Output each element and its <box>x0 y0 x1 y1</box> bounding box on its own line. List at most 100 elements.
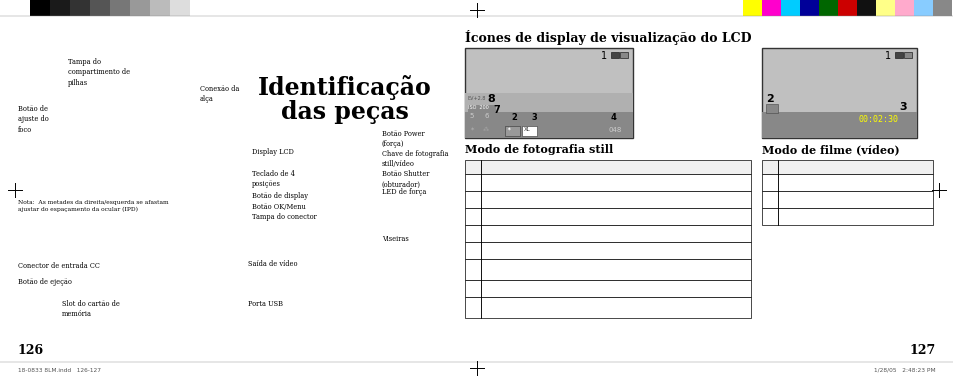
Bar <box>742 0 761 16</box>
Bar <box>130 0 150 16</box>
Text: 3: 3 <box>531 113 537 122</box>
Text: 8: 8 <box>486 94 495 104</box>
Bar <box>464 160 750 174</box>
Bar <box>464 297 750 318</box>
Text: EV+2.8: EV+2.8 <box>468 96 486 101</box>
Text: Indicador de carga das pilhas: Indicador de carga das pilhas <box>781 178 887 186</box>
Text: Conexão da
alça: Conexão da alça <box>200 85 239 104</box>
Text: Modo de filme: Modo de filme <box>781 195 832 203</box>
Bar <box>894 0 913 16</box>
Text: Valor de exposição: Valor de exposição <box>484 304 556 311</box>
Bar <box>818 0 837 16</box>
Bar <box>913 0 932 16</box>
Bar <box>800 0 818 16</box>
Text: 7: 7 <box>468 285 472 293</box>
Bar <box>875 0 894 16</box>
Bar <box>150 0 170 16</box>
Text: Chave de fotografia
still/vídeo: Chave de fotografia still/vídeo <box>381 150 448 169</box>
Text: 048: 048 <box>608 127 621 133</box>
Bar <box>761 191 932 208</box>
Bar <box>464 48 633 138</box>
Text: LED de força: LED de força <box>381 188 426 196</box>
Text: das peças: das peças <box>281 100 409 124</box>
Text: 4: 4 <box>468 229 472 237</box>
Bar <box>464 280 750 297</box>
Bar <box>913 0 932 16</box>
Text: Número de fotografias restantes: Número de fotografias restantes <box>484 229 600 237</box>
Bar <box>761 160 932 174</box>
Bar <box>761 0 781 16</box>
Bar <box>170 0 190 16</box>
Text: 1: 1 <box>884 51 890 61</box>
Bar <box>761 174 932 191</box>
Text: 00:02:30: 00:02:30 <box>858 115 898 124</box>
Text: Não é exibido, exceto quando mudado do padrão 'Auto'(Automático): Não é exibido, exceto quando mudado do p… <box>500 286 681 291</box>
Bar <box>781 0 800 16</box>
Text: Botão Shutter
(obturador): Botão Shutter (obturador) <box>381 170 429 188</box>
Bar <box>761 0 781 16</box>
Bar <box>110 0 130 16</box>
Text: #: # <box>764 163 771 171</box>
Text: 2: 2 <box>468 195 472 203</box>
Bar <box>932 0 951 16</box>
Bar <box>761 48 916 138</box>
Text: Porta USB: Porta USB <box>248 300 283 308</box>
Text: 4: 4 <box>610 113 617 122</box>
Text: ✶: ✶ <box>506 127 511 132</box>
Text: 2: 2 <box>764 195 769 203</box>
Bar <box>464 208 750 225</box>
Text: Segundos decorridos: Segundos decorridos <box>781 212 856 220</box>
Text: Botão de display: Botão de display <box>252 192 308 200</box>
Text: Botão Power
(força): Botão Power (força) <box>381 130 424 149</box>
Text: Identificação: Identificação <box>258 75 432 100</box>
Bar <box>70 0 90 16</box>
Bar <box>190 0 210 16</box>
Text: ⁂: ⁂ <box>482 127 489 132</box>
Bar <box>50 0 70 16</box>
Bar <box>110 0 130 16</box>
Bar <box>464 112 633 138</box>
Text: 2: 2 <box>765 94 773 104</box>
Bar <box>464 259 750 280</box>
Bar <box>765 104 778 113</box>
Text: Display LCD: Display LCD <box>252 148 294 156</box>
Bar <box>190 0 210 16</box>
Text: Tampa do
compartimento de
pilhas: Tampa do compartimento de pilhas <box>68 58 130 87</box>
Text: Cena: Cena <box>484 246 507 254</box>
Bar <box>504 126 519 136</box>
Text: 126: 126 <box>18 344 44 357</box>
Bar <box>932 0 951 16</box>
Text: 7: 7 <box>493 105 499 115</box>
Bar <box>781 0 800 16</box>
Text: 1: 1 <box>600 51 606 61</box>
Bar <box>70 0 90 16</box>
Bar <box>800 0 818 16</box>
Bar <box>856 0 875 16</box>
Text: Modo de fotografia still: Modo de fotografia still <box>464 144 613 155</box>
Text: 127: 127 <box>909 344 935 357</box>
Text: ✶: ✶ <box>469 127 474 132</box>
Text: Equilíbiro de branco: Equilíbiro de branco <box>484 265 562 274</box>
Text: Botão de
ajuste do
foco: Botão de ajuste do foco <box>18 105 49 134</box>
Text: ISO  200: ISO 200 <box>468 105 488 110</box>
Bar <box>837 0 856 16</box>
Text: 3: 3 <box>898 102 905 112</box>
Bar <box>818 0 837 16</box>
Bar <box>90 0 110 16</box>
Bar <box>464 93 633 112</box>
Text: 5: 5 <box>468 246 472 254</box>
Text: 5: 5 <box>469 113 473 119</box>
Text: ISO: ISO <box>484 285 502 293</box>
Text: Saída de vídeo: Saída de vídeo <box>248 260 297 268</box>
Bar <box>130 0 150 16</box>
Bar <box>761 208 932 225</box>
Text: Ícone: Ícone <box>781 163 805 171</box>
Text: 1: 1 <box>468 178 472 186</box>
Text: Ícones de display de visualização do LCD: Ícones de display de visualização do LCD <box>464 30 751 45</box>
Text: Modo de filme (vídeo): Modo de filme (vídeo) <box>761 144 899 155</box>
Bar <box>170 0 190 16</box>
Bar <box>742 0 761 16</box>
Text: Viseiras: Viseiras <box>381 235 408 243</box>
Text: Indicador de carga das pilhas (mostrando carga total): Indicador de carga das pilhas (mostrando… <box>484 178 677 186</box>
Text: Qualidade (Compressão do arquivo): Qualidade (Compressão do arquivo) <box>484 195 613 203</box>
